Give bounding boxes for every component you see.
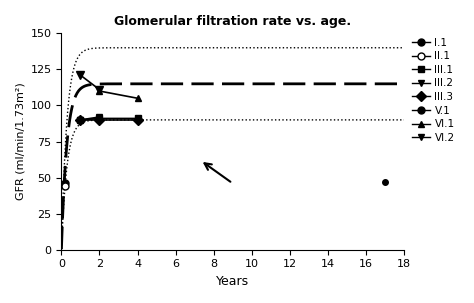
Legend: I.1, II.1, III.1, III.2, III.3, V.1, VI.1, VI.2: I.1, II.1, III.1, III.2, III.3, V.1, VI.…	[407, 33, 459, 147]
X-axis label: Years: Years	[216, 275, 249, 288]
Y-axis label: GFR (ml/min/1.73m²): GFR (ml/min/1.73m²)	[15, 83, 25, 200]
Title: Glomerular filtration rate vs. age.: Glomerular filtration rate vs. age.	[114, 15, 351, 28]
